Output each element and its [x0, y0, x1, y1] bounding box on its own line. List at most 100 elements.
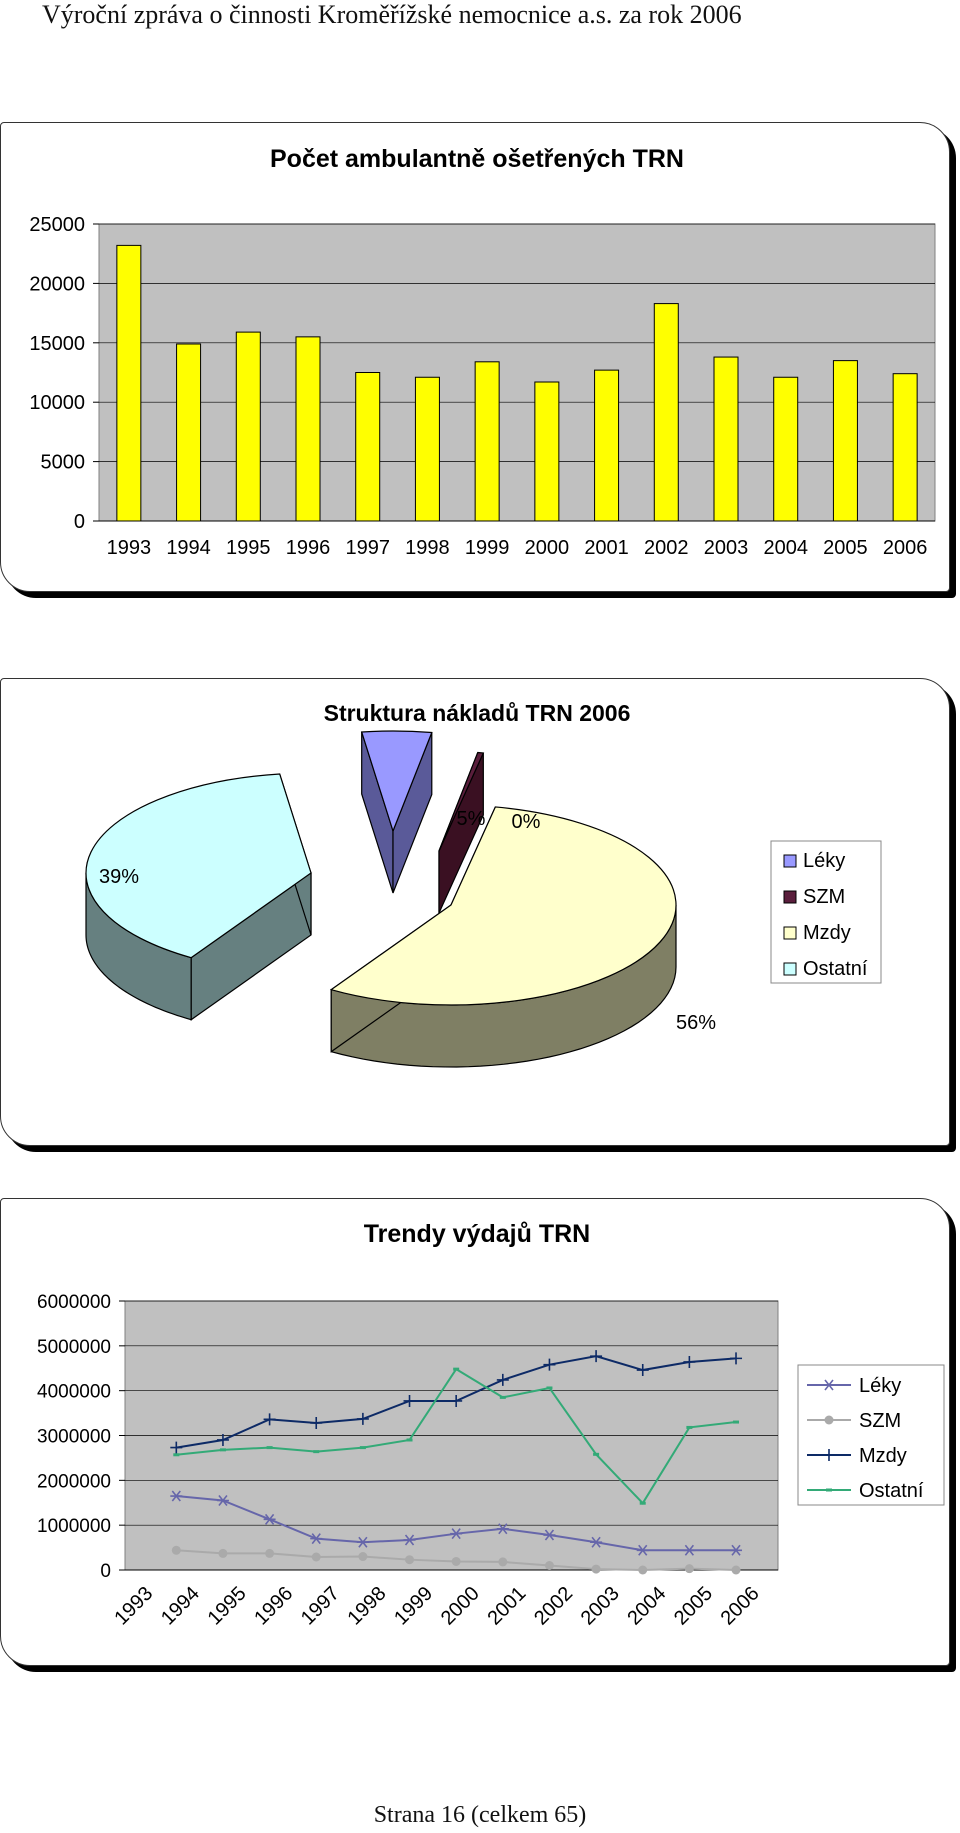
bar-x-tick-label: 1993 — [107, 537, 152, 559]
line-legend-label: Mzdy — [859, 1445, 907, 1467]
pie-chart: Struktura nákladů TRN 2006 5% 0% 56% 39% Lék… — [85, 700, 882, 1068]
line-legend-label: Léky — [859, 1375, 901, 1397]
bar-1998 — [414, 376, 440, 522]
line-point — [544, 1561, 554, 1571]
line-point — [499, 1395, 506, 1399]
line-x-tick-label: 1997 — [297, 1583, 344, 1630]
line-point — [590, 1350, 603, 1363]
line-point — [496, 1523, 509, 1535]
line-point — [216, 1495, 229, 1507]
document-header: Výroční zpráva o činnosti Kroměřížské ne… — [42, 0, 742, 29]
bar-x-tick-label: 2006 — [883, 537, 928, 559]
pie-legend-label: Ostatní — [803, 958, 868, 980]
line-point — [730, 1544, 743, 1556]
line-point — [450, 1394, 463, 1407]
line-point — [451, 1556, 461, 1566]
bar-x-tick-label: 1999 — [465, 537, 510, 559]
line-point — [171, 1545, 181, 1555]
line-point — [590, 1536, 603, 1548]
bar-1997 — [355, 372, 381, 522]
line-legend-label: Ostatní — [859, 1480, 924, 1502]
bar-x-tick-label: 2003 — [704, 537, 749, 559]
bar-2005 — [832, 360, 858, 522]
line-point — [638, 1565, 648, 1575]
line-point — [453, 1367, 460, 1371]
bar-1995 — [235, 331, 261, 522]
line-point — [356, 1412, 369, 1425]
pie-legend-swatch — [783, 962, 797, 976]
line-point — [311, 1552, 321, 1562]
line-point — [403, 1534, 416, 1546]
bar-x-tick-label: 1995 — [226, 537, 271, 559]
bar-y-tick-label: 10000 — [29, 392, 85, 414]
line-x-tick-label: 2001 — [483, 1583, 530, 1630]
line-point — [358, 1552, 368, 1562]
line-x-tick-label: 1998 — [344, 1583, 391, 1630]
line-x-tick-label: 1999 — [390, 1583, 437, 1630]
bar-1999 — [474, 361, 500, 522]
line-point — [824, 1415, 834, 1425]
line-y-tick-label: 2000000 — [37, 1471, 111, 1492]
line-legend — [797, 1364, 945, 1506]
line-point — [826, 1488, 832, 1492]
line-point — [683, 1544, 696, 1556]
line-point — [593, 1452, 600, 1456]
line-point — [636, 1544, 649, 1556]
line-point — [591, 1564, 601, 1574]
line-point — [219, 1448, 226, 1452]
bar-chart: Počet ambulantně ošetřených TRN 0 5000 100… — [29, 145, 936, 559]
line-point — [218, 1548, 228, 1558]
bar-y-tick-label: 5000 — [41, 452, 86, 474]
bar-chart-panel: Počet ambulantně ošetřených TRN 0 5000 100… — [0, 122, 950, 592]
line-legend-entry: Ostatní — [807, 1480, 924, 1502]
line-y-tick-label: 4000000 — [37, 1382, 111, 1403]
line-point — [216, 1433, 229, 1446]
line-point — [683, 1355, 696, 1368]
bar-x-tick-label: 2004 — [763, 537, 808, 559]
bar-x-tick-label: 2000 — [525, 537, 570, 559]
line-point — [406, 1438, 413, 1442]
pie-label-léky: 5% — [457, 808, 486, 830]
line-point — [543, 1358, 556, 1371]
pie-label-ostatní: 39% — [99, 866, 139, 888]
bar-x-tick-label: 2002 — [644, 537, 689, 559]
line-point — [359, 1446, 366, 1450]
line-point — [263, 1513, 276, 1525]
line-y-tick-label: 0 — [100, 1561, 111, 1582]
bar-1994 — [176, 343, 202, 522]
line-x-tick-label: 1996 — [250, 1583, 297, 1630]
line-x-tick-label: 1993 — [110, 1583, 157, 1630]
bar-y-tick-label: 20000 — [29, 273, 85, 295]
line-point — [496, 1373, 509, 1386]
line-x-tick-label: 2006 — [717, 1583, 764, 1630]
line-point — [170, 1441, 183, 1454]
line-chart-title: Trendy výdajů TRN — [364, 1220, 590, 1248]
pie-legend-label: Léky — [803, 850, 845, 872]
line-point — [684, 1564, 694, 1574]
line-point — [636, 1364, 649, 1377]
pie-slice-mzdy — [329, 806, 677, 1006]
pie-slice-szm — [438, 751, 485, 852]
line-point — [543, 1529, 556, 1541]
line-y-tick-label: 1000000 — [37, 1516, 111, 1537]
bar-2003 — [713, 356, 739, 522]
bar-x-tick-label: 1996 — [286, 537, 331, 559]
line-legend-entry: Mzdy — [807, 1445, 907, 1467]
line-point — [823, 1449, 835, 1461]
bar-x-tick-label: 1998 — [405, 537, 450, 559]
line-x-tick-label: 2003 — [577, 1583, 624, 1630]
line-point — [310, 1533, 323, 1545]
pie-legend-swatch — [783, 890, 797, 904]
bar-x-tick-label: 1997 — [345, 537, 390, 559]
line-point — [731, 1565, 741, 1575]
bar-x-tick-label: 2005 — [823, 537, 868, 559]
line-point — [266, 1446, 273, 1450]
line-x-tick-label: 1994 — [157, 1583, 204, 1630]
line-point — [405, 1555, 415, 1565]
line-point — [823, 1379, 835, 1391]
bar-x-tick-label: 1994 — [166, 537, 211, 559]
line-point — [310, 1416, 323, 1429]
pie-slice-ostatní — [85, 773, 312, 959]
page-footer: Strana 16 (celkem 65) — [373, 1802, 587, 1828]
line-point — [173, 1453, 180, 1457]
